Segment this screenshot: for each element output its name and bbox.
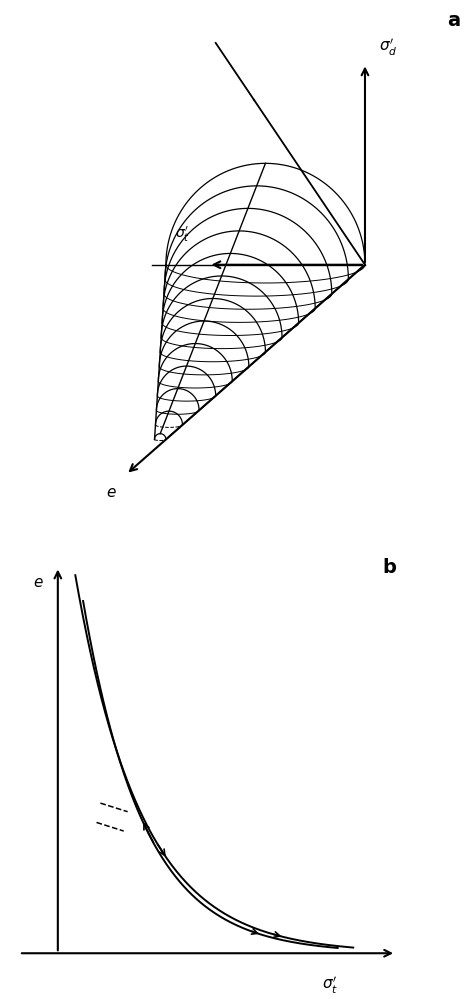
Text: $e$: $e$ [33,575,44,590]
Text: $\sigma_t'$: $\sigma_t'$ [322,975,338,996]
Text: $\sigma_t'$: $\sigma_t'$ [175,225,190,244]
Text: $e$: $e$ [106,485,117,500]
Text: $\sigma_d'$: $\sigma_d'$ [379,37,398,58]
Text: a: a [447,11,460,30]
Text: b: b [382,558,396,577]
